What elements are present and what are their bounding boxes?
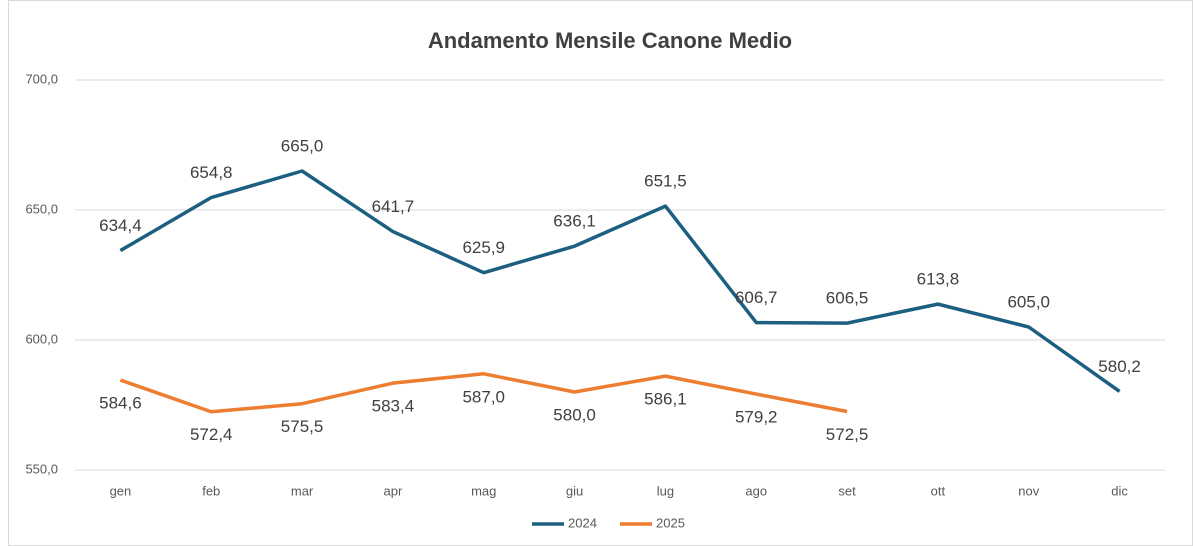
x-tick-label: dic [1111, 483, 1128, 498]
y-tick-label: 600,0 [25, 331, 58, 346]
x-tick-label: lug [657, 483, 674, 498]
x-tick-label: feb [202, 483, 220, 498]
data-label: 625,9 [462, 238, 505, 257]
x-tick-label: gen [110, 483, 132, 498]
data-label: 606,7 [735, 288, 778, 307]
data-label: 575,5 [281, 417, 324, 436]
data-label: 579,2 [735, 408, 778, 427]
data-label: 665,0 [281, 136, 324, 155]
chart-title: Andamento Mensile Canone Medio [428, 28, 792, 53]
data-label: 572,5 [826, 425, 869, 444]
x-tick-label: giu [566, 483, 583, 498]
x-tick-label: mag [471, 483, 496, 498]
data-label: 654,8 [190, 163, 233, 182]
data-label: 606,5 [826, 289, 869, 308]
data-label: 605,0 [1007, 292, 1050, 311]
x-tick-label: nov [1018, 483, 1039, 498]
data-label: 586,1 [644, 390, 687, 409]
data-label: 587,0 [462, 387, 505, 406]
data-label: 580,2 [1098, 357, 1141, 376]
y-tick-label: 650,0 [25, 201, 58, 216]
data-label: 636,1 [553, 212, 596, 231]
data-label: 572,4 [190, 425, 233, 444]
y-tick-label: 700,0 [25, 71, 58, 86]
series-line [119, 372, 848, 414]
x-tick-label: mar [291, 483, 314, 498]
data-label: 641,7 [372, 197, 415, 216]
series-line [119, 169, 1121, 393]
x-tick-label: apr [384, 483, 403, 498]
x-tick-label: set [838, 483, 856, 498]
legend-label: 2025 [656, 515, 685, 530]
legend-label: 2024 [568, 515, 597, 530]
data-label: 651,5 [644, 172, 687, 191]
data-label: 613,8 [917, 270, 960, 289]
data-label: 584,6 [99, 394, 142, 413]
x-tick-label: ago [745, 483, 767, 498]
y-tick-label: 550,0 [25, 461, 58, 476]
data-label: 580,0 [553, 405, 596, 424]
x-tick-label: ott [931, 483, 946, 498]
data-label: 634,4 [99, 216, 142, 235]
data-label: 583,4 [372, 397, 415, 416]
chart-border [8, 0, 1193, 546]
